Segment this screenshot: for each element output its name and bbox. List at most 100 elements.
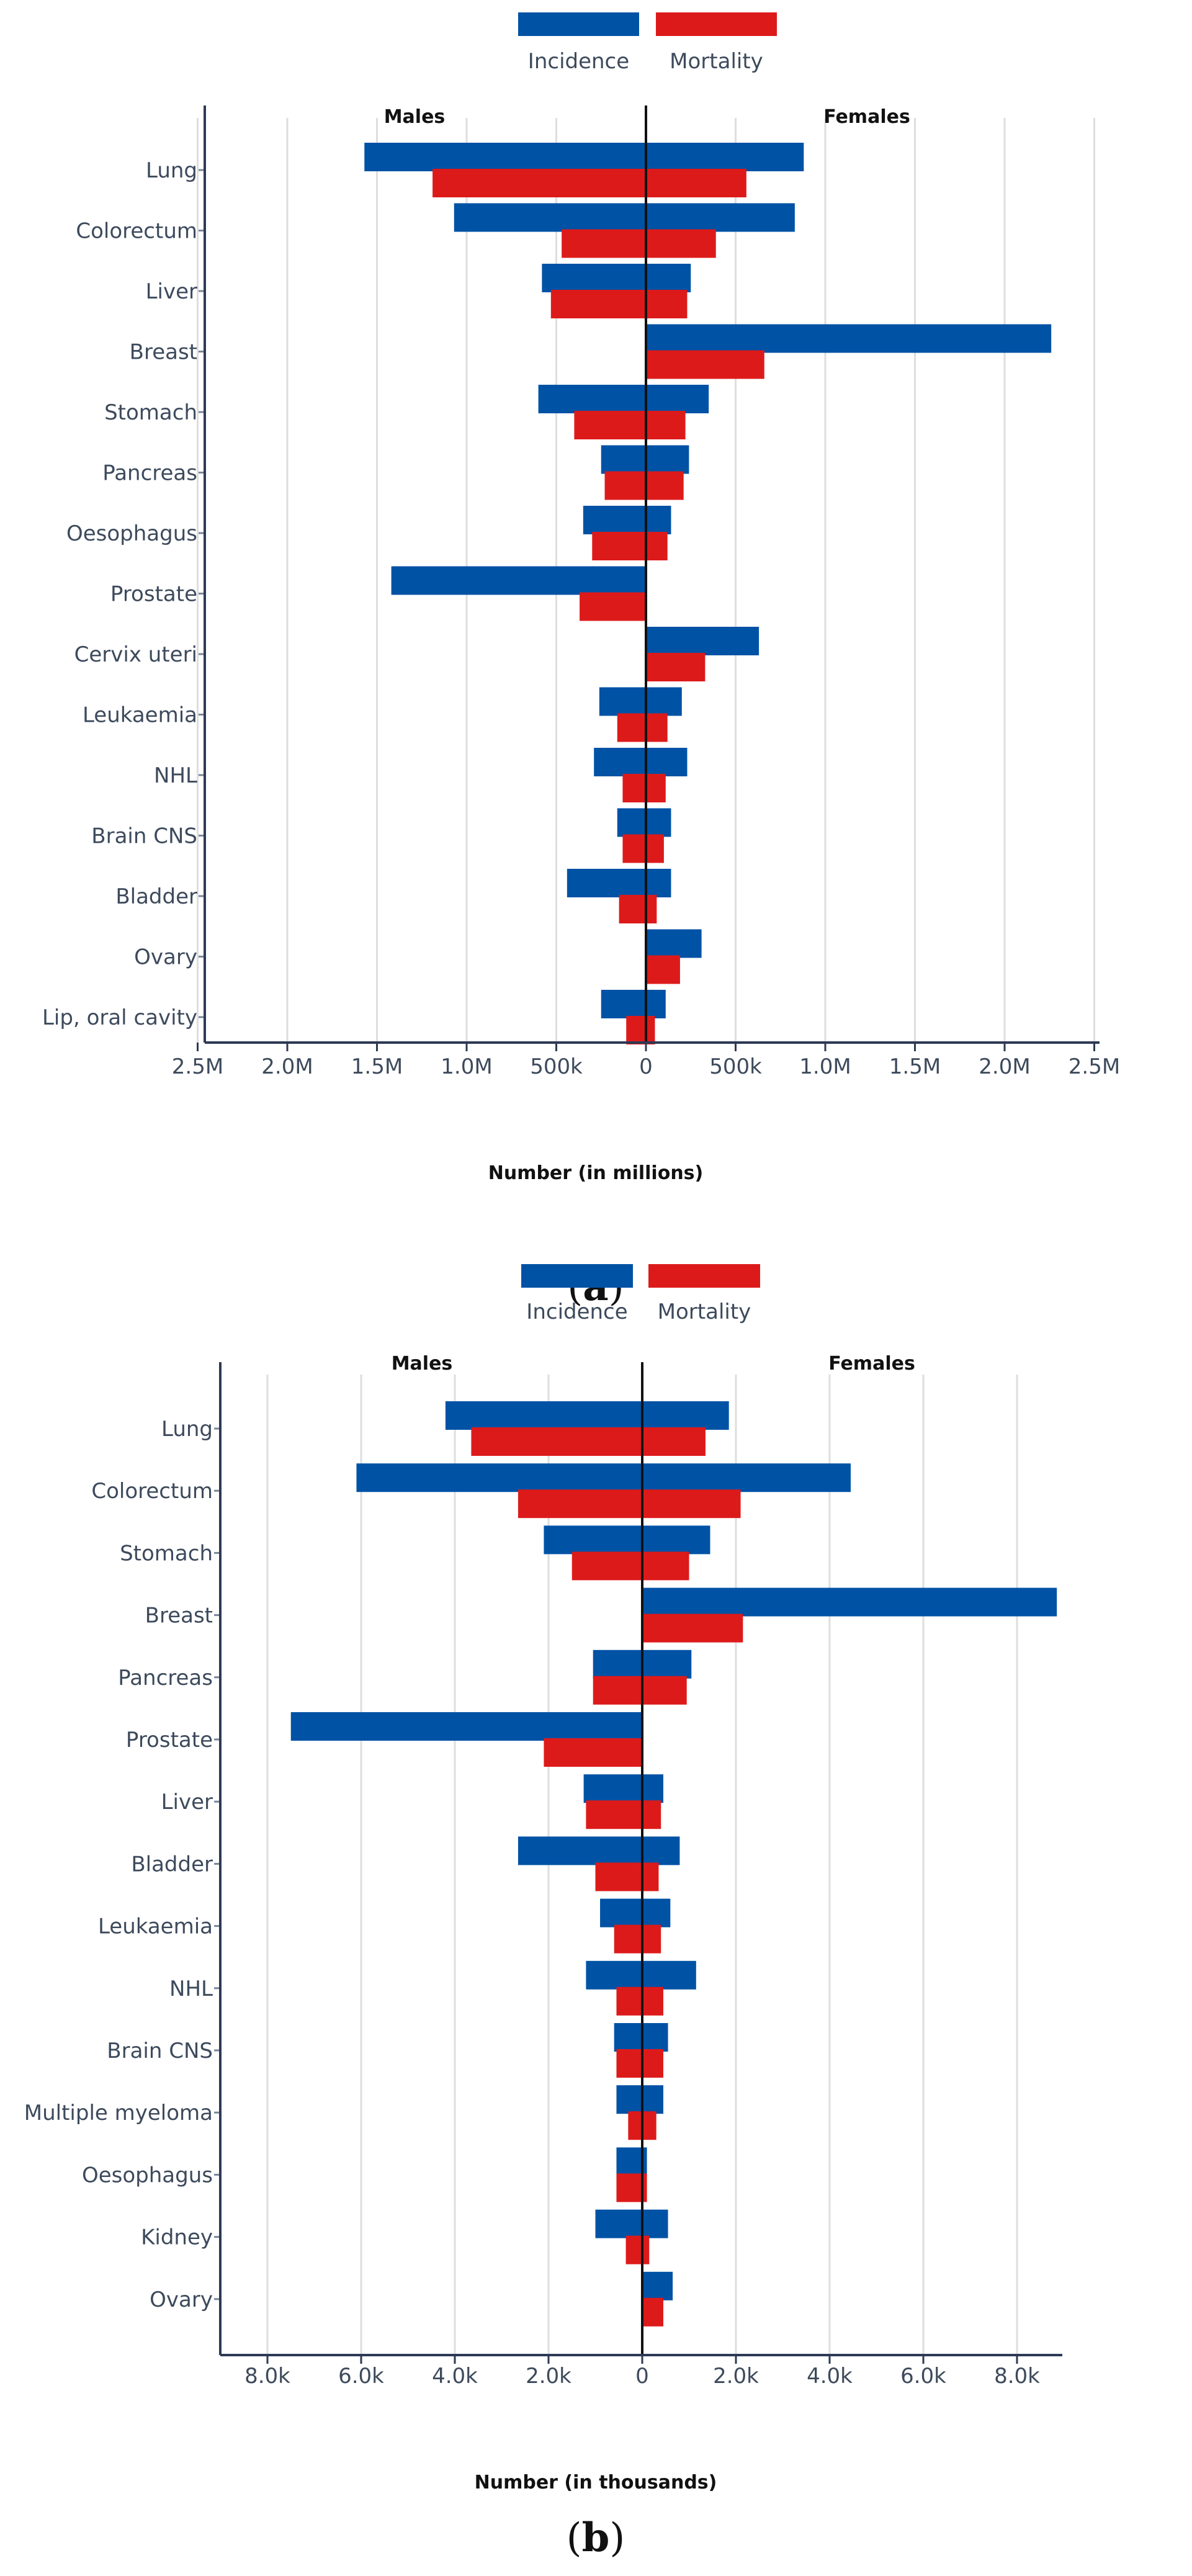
bar-females-incidence-leukaemia xyxy=(642,1898,671,1928)
bar-males-incidence-prostate xyxy=(290,1712,642,1741)
bar-males-incidence-nhl xyxy=(586,1960,642,1990)
category-label-leukaemia: Leukaemia xyxy=(98,1914,213,1939)
bar-females-incidence-liver xyxy=(642,1774,663,1803)
bar-males-mortality-stomach xyxy=(571,1551,642,1581)
caption-letter: b xyxy=(582,2515,610,2561)
x-tick-label: 6.0k xyxy=(900,2364,946,2389)
bar-males-incidence-pancreas xyxy=(593,1649,642,1679)
bar-females-incidence-lip-oral-cavity xyxy=(646,990,666,1018)
category-label-stomach: Stomach xyxy=(104,400,197,425)
bar-males-mortality-oesophagus xyxy=(616,2173,642,2202)
legend-swatch-incidence xyxy=(518,12,639,36)
category-label-stomach: Stomach xyxy=(120,1541,213,1566)
category-label-oesophagus: Oesophagus xyxy=(82,2163,213,2188)
bar-males-mortality-leukaemia xyxy=(614,1924,642,1954)
bar-females-incidence-lung xyxy=(646,143,804,171)
category-label-bladder: Bladder xyxy=(131,1852,213,1877)
category-label-lip-oral-cavity: Lip, oral cavity xyxy=(42,1005,197,1030)
legend-label-mortality: Mortality xyxy=(658,1299,751,1324)
group-heading-females: Females xyxy=(823,106,910,128)
bar-females-mortality-brain-cns xyxy=(642,2049,663,2078)
bar-females-incidence-bladder xyxy=(642,1836,680,1865)
bar-females-mortality-pancreas xyxy=(642,1676,687,1705)
bar-males-incidence-leukaemia xyxy=(600,1898,642,1928)
bar-males-mortality-pancreas xyxy=(604,471,646,500)
bar-females-mortality-kidney xyxy=(642,2235,650,2264)
bar-females-mortality-nhl xyxy=(646,774,666,802)
bar-males-incidence-liver xyxy=(542,264,646,292)
bar-females-mortality-colorectum xyxy=(646,229,716,258)
bar-males-incidence-bladder xyxy=(567,869,646,897)
bar-females-incidence-liver xyxy=(646,264,691,292)
bar-males-mortality-multiple-myeloma xyxy=(628,2111,642,2140)
bar-females-incidence-stomach xyxy=(646,385,709,413)
legend-swatch-mortality xyxy=(656,12,777,36)
bar-males-incidence-bladder xyxy=(518,1836,642,1865)
bar-females-mortality-oesophagus xyxy=(646,532,668,560)
bar-females-mortality-ovary xyxy=(646,955,680,984)
bar-females-mortality-colorectum xyxy=(642,1489,741,1519)
bar-males-mortality-prostate xyxy=(580,592,646,621)
x-tick-label: 500k xyxy=(709,1054,762,1079)
bar-males-incidence-lip-oral-cavity xyxy=(601,990,646,1018)
bar-females-mortality-liver xyxy=(646,290,688,318)
legend-swatch-mortality xyxy=(648,1264,760,1288)
x-tick-label: 2.0k xyxy=(526,2364,571,2389)
category-label-colorectum: Colorectum xyxy=(91,1479,213,1504)
bar-females-mortality-breast xyxy=(646,350,764,379)
category-label-ovary: Ovary xyxy=(134,945,197,970)
x-tick-label: 6.0k xyxy=(338,2364,384,2389)
bar-males-incidence-brain-cns xyxy=(614,2023,642,2052)
bar-females-incidence-lung xyxy=(642,1401,729,1430)
bar-males-incidence-nhl xyxy=(594,748,646,776)
bar-males-incidence-leukaemia xyxy=(599,687,646,716)
bar-males-incidence-pancreas xyxy=(601,445,646,474)
x-tick-label: 2.0M xyxy=(979,1054,1030,1079)
bar-females-incidence-ovary xyxy=(646,929,702,958)
bar-females-incidence-pancreas xyxy=(646,445,689,474)
bar-males-incidence-lung xyxy=(364,143,646,171)
bar-males-mortality-brain-cns xyxy=(616,2049,642,2078)
bar-males-mortality-pancreas xyxy=(593,1676,642,1705)
category-label-oesophagus: Oesophagus xyxy=(66,521,197,546)
bar-females-mortality-breast xyxy=(642,1613,743,1643)
category-label-cervix-uteri: Cervix uteri xyxy=(74,642,197,667)
bar-females-incidence-colorectum xyxy=(642,1463,851,1492)
bar-females-mortality-bladder xyxy=(646,895,657,923)
category-label-colorectum: Colorectum xyxy=(76,219,197,244)
bar-males-incidence-stomach xyxy=(544,1525,642,1555)
group-heading-females: Females xyxy=(828,1353,915,1375)
group-heading-males: Males xyxy=(392,1353,453,1375)
x-tick-label: 4.0k xyxy=(432,2364,478,2389)
bar-males-incidence-colorectum xyxy=(356,1463,642,1492)
bar-males-incidence-colorectum xyxy=(454,203,646,232)
bar-females-incidence-bladder xyxy=(646,869,671,897)
bar-females-mortality-ovary xyxy=(642,2297,663,2327)
category-label-ovary: Ovary xyxy=(150,2287,213,2312)
chart-panel-b: Incidence Mortality Males Females Lung Colore… xyxy=(24,1264,1062,2561)
category-label-breast: Breast xyxy=(130,340,197,365)
category-label-bladder: Bladder xyxy=(115,884,197,909)
bar-males-mortality-brain-cns xyxy=(622,834,646,863)
category-label-leukaemia: Leukaemia xyxy=(83,703,197,728)
bar-females-mortality-cervix-uteri xyxy=(646,653,706,681)
bar-males-mortality-lung xyxy=(432,169,646,197)
legend-label-mortality: Mortality xyxy=(670,49,763,74)
legend-label-incidence: Incidence xyxy=(528,49,629,74)
x-axis-title: Number (in millions) xyxy=(488,1162,704,1184)
bar-females-incidence-multiple-myeloma xyxy=(642,2085,663,2114)
caption-open: ( xyxy=(567,2515,582,2561)
x-tick-label: 1.5M xyxy=(351,1054,403,1079)
category-label-pancreas: Pancreas xyxy=(102,461,197,486)
bar-females-mortality-nhl xyxy=(642,1986,663,2016)
category-label-kidney: Kidney xyxy=(141,2225,213,2250)
bar-males-mortality-kidney xyxy=(625,2235,642,2264)
bar-males-mortality-colorectum xyxy=(518,1489,642,1519)
bar-females-mortality-stomach xyxy=(642,1551,689,1581)
category-label-prostate: Prostate xyxy=(126,1728,213,1752)
category-label-prostate: Prostate xyxy=(110,582,197,607)
bar-females-incidence-colorectum xyxy=(646,203,795,232)
x-tick-label: 2.0k xyxy=(713,2364,759,2389)
panel-caption: (b) xyxy=(567,2515,625,2561)
